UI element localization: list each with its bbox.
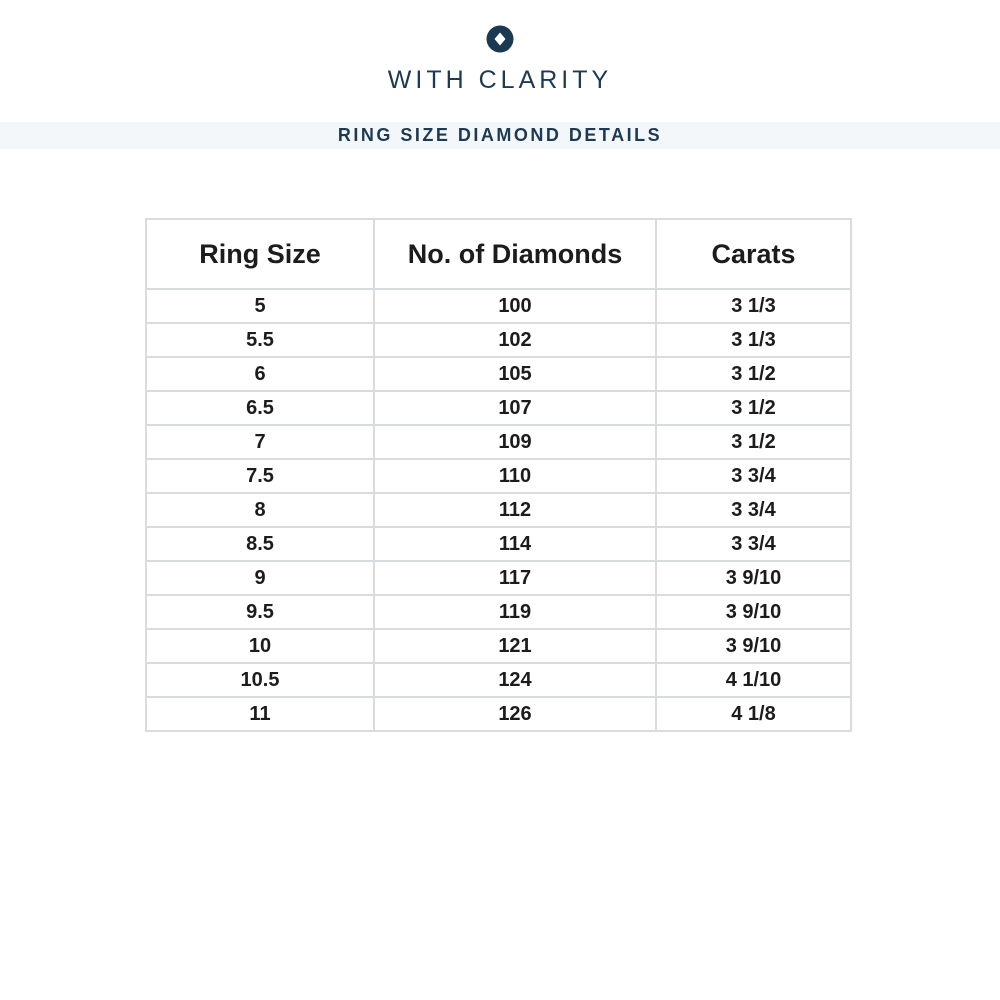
header-no-of-diamonds: No. of Diamonds [373, 218, 657, 290]
table-cell: 9.5 [145, 594, 375, 630]
table-cell: 5.5 [145, 322, 375, 358]
table-cell: 7.5 [145, 458, 375, 494]
table-row: 8 112 3 3/4 [145, 492, 852, 528]
table-cell: 117 [373, 560, 657, 596]
table-cell: 3 1/3 [655, 288, 852, 324]
table-cell: 4 1/8 [655, 696, 852, 732]
table-cell: 107 [373, 390, 657, 426]
table-row: 5 100 3 1/3 [145, 288, 852, 324]
table-cell: 7 [145, 424, 375, 460]
table-cell: 5 [145, 288, 375, 324]
table-cell: 6 [145, 356, 375, 392]
table-cell: 8.5 [145, 526, 375, 562]
table-cell: 3 9/10 [655, 594, 852, 630]
table-cell: 126 [373, 696, 657, 732]
table-cell: 124 [373, 662, 657, 698]
header-ring-size: Ring Size [145, 218, 375, 290]
table-header-row: Ring Size No. of Diamonds Carats [145, 218, 852, 290]
table-cell: 3 1/2 [655, 356, 852, 392]
table-cell: 121 [373, 628, 657, 664]
table-cell: 10.5 [145, 662, 375, 698]
ring-size-table: Ring Size No. of Diamonds Carats 5 100 3 1… [145, 218, 852, 732]
diamond-in-circle-icon [486, 25, 514, 53]
table-cell: 6.5 [145, 390, 375, 426]
table-cell: 100 [373, 288, 657, 324]
table-cell: 102 [373, 322, 657, 358]
table-cell: 109 [373, 424, 657, 460]
table-row: 10 121 3 9/10 [145, 628, 852, 664]
table-cell: 3 9/10 [655, 628, 852, 664]
table-cell: 110 [373, 458, 657, 494]
table-cell: 112 [373, 492, 657, 528]
table-cell: 3 1/3 [655, 322, 852, 358]
table-row: 9 117 3 9/10 [145, 560, 852, 596]
table-row: 7.5 110 3 3/4 [145, 458, 852, 494]
table-cell: 3 1/2 [655, 424, 852, 460]
brand-header: WITH CLARITY [0, 0, 1000, 95]
table-cell: 10 [145, 628, 375, 664]
table-cell: 8 [145, 492, 375, 528]
table-cell: 9 [145, 560, 375, 596]
table-row: 6.5 107 3 1/2 [145, 390, 852, 426]
table-cell: 4 1/10 [655, 662, 852, 698]
table-cell: 3 3/4 [655, 458, 852, 494]
table-row: 10.5 124 4 1/10 [145, 662, 852, 698]
table-cell: 114 [373, 526, 657, 562]
table-cell: 11 [145, 696, 375, 732]
table-row: 7 109 3 1/2 [145, 424, 852, 460]
table-cell: 3 9/10 [655, 560, 852, 596]
table-cell: 3 1/2 [655, 390, 852, 426]
table-cell: 3 3/4 [655, 526, 852, 562]
table-row: 8.5 114 3 3/4 [145, 526, 852, 562]
table-row: 11 126 4 1/8 [145, 696, 852, 732]
brand-name: WITH CLARITY [387, 66, 613, 94]
banner-title: RING SIZE DIAMOND DETAILS [337, 125, 663, 145]
table-row: 5.5 102 3 1/3 [145, 322, 852, 358]
table-cell: 3 3/4 [655, 492, 852, 528]
banner: RING SIZE DIAMOND DETAILS [0, 122, 1000, 149]
table-cell: 119 [373, 594, 657, 630]
table-row: 6 105 3 1/2 [145, 356, 852, 392]
table-cell: 105 [373, 356, 657, 392]
header-carats: Carats [655, 218, 852, 290]
table-row: 9.5 119 3 9/10 [145, 594, 852, 630]
